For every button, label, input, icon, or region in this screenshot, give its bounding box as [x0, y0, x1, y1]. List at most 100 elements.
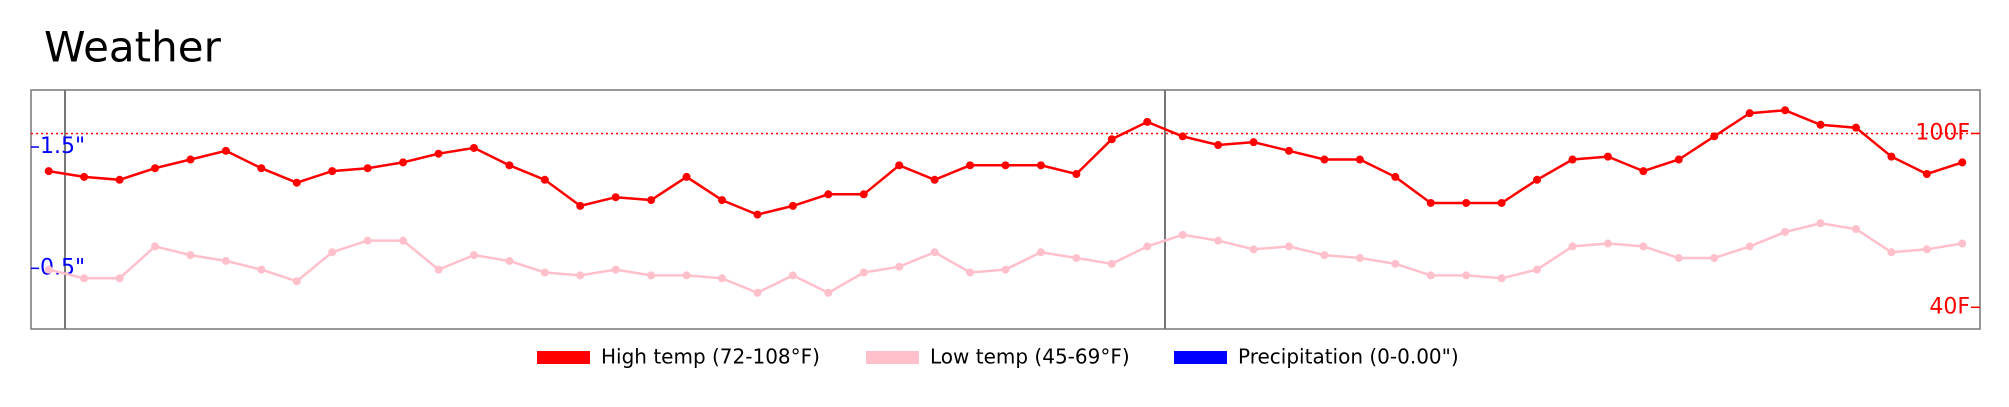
temp-point	[399, 236, 408, 245]
temp-point	[1355, 155, 1364, 164]
temp-point	[1391, 172, 1400, 181]
temp-point	[1249, 138, 1258, 147]
temp-point	[115, 175, 124, 184]
temp-point	[292, 277, 301, 286]
chart-title: Weather	[44, 23, 222, 72]
temp-point	[1533, 175, 1542, 184]
temp-point	[1143, 117, 1152, 126]
temp-point	[966, 268, 975, 277]
temp-point	[1178, 132, 1187, 141]
temp-point	[1214, 141, 1223, 150]
temp-point	[1887, 152, 1896, 161]
temp-point	[1284, 146, 1293, 155]
temp-point	[611, 265, 620, 274]
temp-point	[434, 149, 443, 158]
temp-point	[1462, 271, 1471, 280]
temp-point	[1674, 254, 1683, 263]
temp-point	[788, 201, 797, 210]
temp-point	[895, 161, 904, 170]
temp-point	[1816, 120, 1825, 129]
temp-point	[859, 268, 868, 277]
temp-point	[1001, 161, 1010, 170]
temp-point	[221, 256, 230, 265]
temp-point	[753, 210, 762, 219]
temp-point	[1958, 158, 1967, 167]
temp-point	[1249, 245, 1258, 254]
temp-point	[966, 161, 975, 170]
temp-point	[540, 175, 549, 184]
temp-point	[363, 236, 372, 245]
temp-point	[1816, 219, 1825, 228]
temp-point	[1284, 242, 1293, 251]
temp-point	[647, 196, 656, 205]
y-tick-label: 40F	[1929, 294, 1970, 319]
temp-point	[1462, 198, 1471, 207]
temp-point	[505, 161, 514, 170]
temp-point	[186, 251, 195, 260]
temp-point	[186, 155, 195, 164]
temp-point	[1781, 227, 1790, 236]
temp-point	[682, 271, 691, 280]
temp-point	[576, 271, 585, 280]
temp-point	[1603, 239, 1612, 248]
temp-point	[44, 167, 53, 176]
temp-point	[1958, 239, 1967, 248]
temp-point	[1497, 274, 1506, 283]
temp-point	[1107, 259, 1116, 268]
temp-point	[1887, 248, 1896, 257]
temp-point	[1710, 254, 1719, 263]
y-tick-label: 100F	[1915, 120, 1970, 145]
temp-point	[1036, 161, 1045, 170]
temp-point	[824, 288, 833, 297]
legend-swatch	[866, 351, 919, 364]
temp-point	[80, 172, 89, 181]
temp-point	[1639, 242, 1648, 251]
temp-point	[1355, 254, 1364, 263]
legend-swatch	[537, 351, 590, 364]
temp-point	[647, 271, 656, 280]
legend-swatch	[1174, 351, 1227, 364]
temp-point	[1851, 225, 1860, 234]
temp-point	[611, 193, 620, 202]
temp-point	[930, 175, 939, 184]
temp-point	[1107, 135, 1116, 144]
temp-point	[505, 256, 514, 265]
temp-point	[328, 167, 337, 176]
temp-point	[1674, 155, 1683, 164]
temp-point	[1710, 132, 1719, 141]
temp-point	[1036, 248, 1045, 257]
temp-point	[469, 251, 478, 260]
temp-point	[1639, 167, 1648, 176]
legend-label: Low temp (45-69°F)	[930, 345, 1130, 369]
legend-label: High temp (72-108°F)	[601, 345, 820, 369]
temp-point	[292, 178, 301, 187]
temp-point	[1603, 152, 1612, 161]
y2-tick-label: 1.5"	[40, 134, 85, 159]
temp-point	[1568, 155, 1577, 164]
temp-point	[576, 201, 585, 210]
temp-point	[824, 190, 833, 199]
temp-point	[1922, 245, 1931, 254]
temp-point	[540, 268, 549, 277]
temp-point	[1072, 254, 1081, 263]
temp-point	[1426, 271, 1435, 280]
temp-point	[1922, 170, 1931, 179]
temp-point	[1178, 230, 1187, 239]
temp-point	[151, 164, 160, 173]
temp-point	[151, 242, 160, 251]
temp-point	[859, 190, 868, 199]
temp-point	[1320, 155, 1329, 164]
temp-point	[682, 172, 691, 181]
temp-point	[1745, 109, 1754, 118]
temp-point	[1214, 236, 1223, 245]
temp-point	[718, 196, 727, 205]
temp-point	[895, 262, 904, 271]
temp-point	[399, 158, 408, 167]
temp-point	[257, 265, 266, 274]
temp-point	[221, 146, 230, 155]
temp-point	[115, 274, 124, 283]
temp-point	[328, 248, 337, 257]
temp-point	[1072, 170, 1081, 179]
temp-point	[1391, 259, 1400, 268]
